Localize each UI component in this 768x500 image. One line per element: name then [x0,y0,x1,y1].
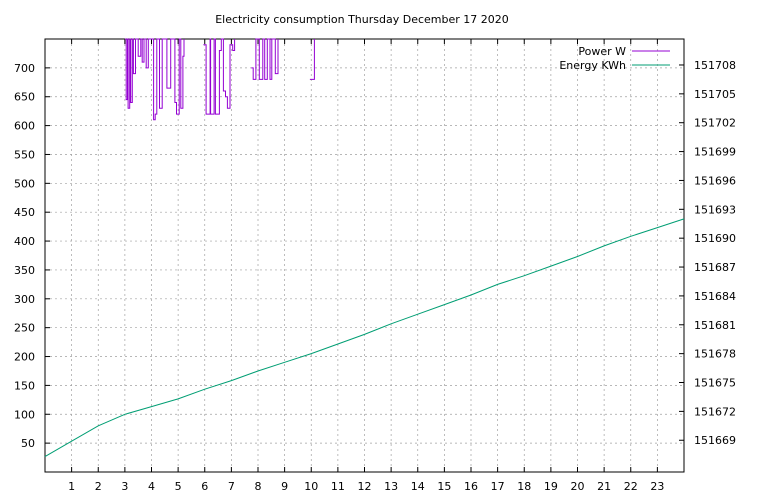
y-left-tick-label: 150 [14,379,35,392]
x-tick-label: 15 [437,480,451,493]
x-tick-label: 22 [624,480,638,493]
y-right-tick-label: 151693 [694,203,736,216]
y-right-tick-label: 151681 [694,319,736,332]
legend-label-energy: Energy KWh [559,59,626,72]
y-right-tick-label: 151705 [694,88,736,101]
y-right-tick-label: 151708 [694,59,736,72]
legend: Power W Energy KWh [559,45,670,72]
y-left-tick-label: 550 [14,148,35,161]
y-right-tick-label: 151678 [694,348,736,361]
grid-layer [45,39,684,472]
series-layer [44,38,685,458]
x-tick-label: 6 [201,480,208,493]
y-left-tick-label: 50 [21,437,35,450]
x-tick-label: 18 [517,480,531,493]
y-right-tick-label: 151675 [694,377,736,390]
y-left-tick-label: 500 [14,177,35,190]
x-tick-label: 17 [491,480,505,493]
y-right-tick-label: 151690 [694,232,736,245]
chart-title: Electricity consumption Thursday Decembe… [215,13,509,26]
x-tick-label: 12 [358,480,372,493]
y-left-tick-label: 100 [14,408,35,421]
x-tick-label: 21 [597,480,611,493]
x-tick-label: 8 [255,480,262,493]
series-energy-line [44,218,685,458]
x-tick-label: 3 [121,480,128,493]
y-right-tick-label: 151696 [694,174,736,187]
x-tick-label: 7 [228,480,235,493]
x-tick-label: 10 [304,480,318,493]
y-right-tick-label: 151702 [694,117,736,130]
legend-label-power: Power W [578,45,626,58]
y-left-tick-label: 650 [14,91,35,104]
y-right-tick-label: 151669 [694,434,736,447]
y-right-tick-label: 151687 [694,261,736,274]
y-left-tick-label: 400 [14,235,35,248]
x-tick-label: 20 [571,480,585,493]
x-tick-label: 1 [68,480,75,493]
series-power-line [124,38,315,121]
y-left-tick-label: 300 [14,293,35,306]
x-tick-label: 16 [464,480,478,493]
x-tick-label: 11 [331,480,345,493]
x-tick-label: 4 [148,480,155,493]
x-tick-label: 14 [411,480,425,493]
y-left-tick-label: 450 [14,206,35,219]
y-right-tick-label: 151684 [694,290,736,303]
y-right-tick-label: 151699 [694,146,736,159]
y-left-tick-label: 250 [14,322,35,335]
y-left-tick-label: 200 [14,351,35,364]
y-left-tick-label: 700 [14,62,35,75]
y-left-tick-label: 350 [14,264,35,277]
x-tick-label: 5 [175,480,182,493]
x-tick-label: 2 [95,480,102,493]
x-tick-label: 9 [281,480,288,493]
x-tick-label: 23 [650,480,664,493]
y-right-tick-label: 151672 [694,405,736,418]
y-left-tick-label: 600 [14,120,35,133]
axes-layer: 1 2 3 4 5 6 7 8 9 10 11 12 13 14 15 16 17 18 19 20 21 22 23501… [14,39,736,493]
x-tick-label: 19 [544,480,558,493]
x-tick-label: 13 [384,480,398,493]
